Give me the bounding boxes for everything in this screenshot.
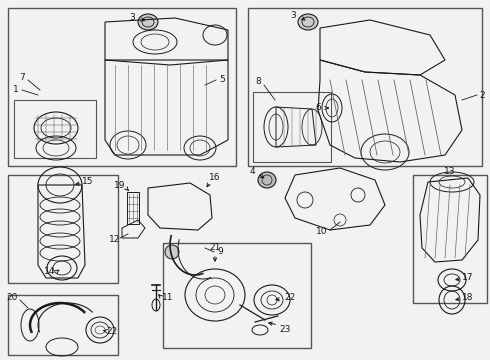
Bar <box>8 8 236 166</box>
Ellipse shape <box>138 14 158 30</box>
Ellipse shape <box>298 14 318 30</box>
Text: 22: 22 <box>106 328 118 337</box>
Bar <box>14 100 96 158</box>
Text: 18: 18 <box>462 293 474 302</box>
Text: 16: 16 <box>209 174 221 183</box>
Bar <box>253 92 331 162</box>
Text: 4: 4 <box>249 167 255 176</box>
Bar <box>163 243 311 348</box>
Bar <box>127 192 139 224</box>
Text: 10: 10 <box>316 228 328 237</box>
Text: 3: 3 <box>290 12 296 21</box>
Text: 3: 3 <box>129 13 135 22</box>
Text: 15: 15 <box>82 177 94 186</box>
Text: 8: 8 <box>255 77 261 86</box>
Bar <box>413 175 487 303</box>
Text: 22: 22 <box>284 293 295 302</box>
Bar <box>248 8 482 166</box>
Text: 2: 2 <box>479 90 485 99</box>
Bar <box>8 175 118 283</box>
Text: 20: 20 <box>6 293 18 302</box>
Text: 14: 14 <box>44 267 56 276</box>
Text: 1: 1 <box>13 85 19 94</box>
Ellipse shape <box>258 172 276 188</box>
Text: 5: 5 <box>219 76 225 85</box>
Text: 13: 13 <box>444 167 456 176</box>
Text: 17: 17 <box>462 274 474 283</box>
Text: 7: 7 <box>19 73 25 82</box>
Text: 6: 6 <box>315 104 321 112</box>
Text: 9: 9 <box>217 248 223 256</box>
Text: 23: 23 <box>279 325 291 334</box>
Text: 19: 19 <box>114 180 126 189</box>
Text: 21: 21 <box>209 243 220 252</box>
Text: 11: 11 <box>162 293 174 302</box>
Text: 12: 12 <box>109 235 121 244</box>
Ellipse shape <box>165 245 179 259</box>
Bar <box>8 295 118 355</box>
